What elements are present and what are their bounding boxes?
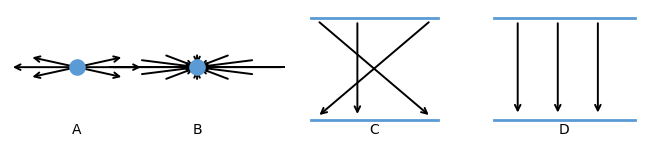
Text: D: D	[559, 123, 570, 137]
Text: A: A	[72, 123, 81, 137]
Text: B: B	[192, 123, 202, 137]
Point	[192, 66, 202, 68]
Text: C: C	[369, 123, 379, 137]
Point	[71, 66, 82, 68]
